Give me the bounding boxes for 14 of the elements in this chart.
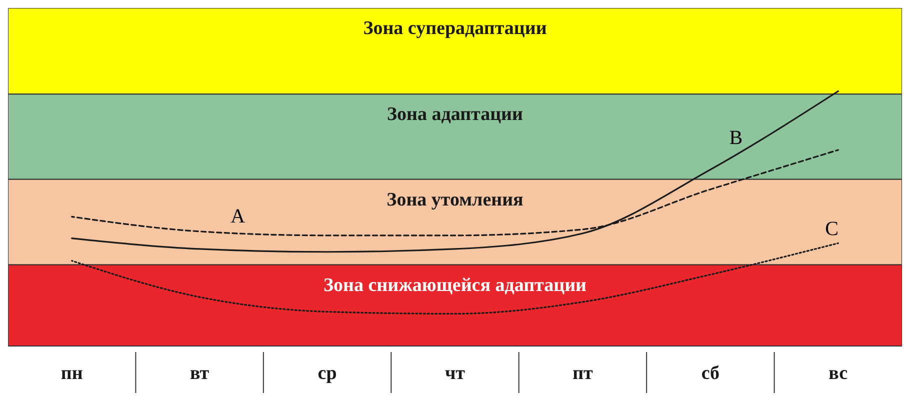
band-label: Зона утомления: [386, 189, 524, 210]
x-tick-label: вс: [828, 363, 848, 384]
band-label: Зона снижающейся адаптации: [324, 274, 587, 296]
x-tick-label: вт: [190, 363, 210, 384]
x-tick-label: сб: [701, 363, 720, 384]
series-label: B: [729, 126, 743, 149]
band-label: Зона адаптации: [387, 104, 524, 126]
x-tick-label: пт: [572, 363, 594, 384]
x-tick-label: чт: [444, 363, 466, 384]
x-tick-label: ср: [318, 363, 337, 384]
x-tick-label: пн: [60, 363, 83, 384]
series-label: C: [825, 218, 838, 240]
band-label: Зона суперадаптации: [363, 18, 547, 39]
series-label: A: [230, 206, 246, 228]
